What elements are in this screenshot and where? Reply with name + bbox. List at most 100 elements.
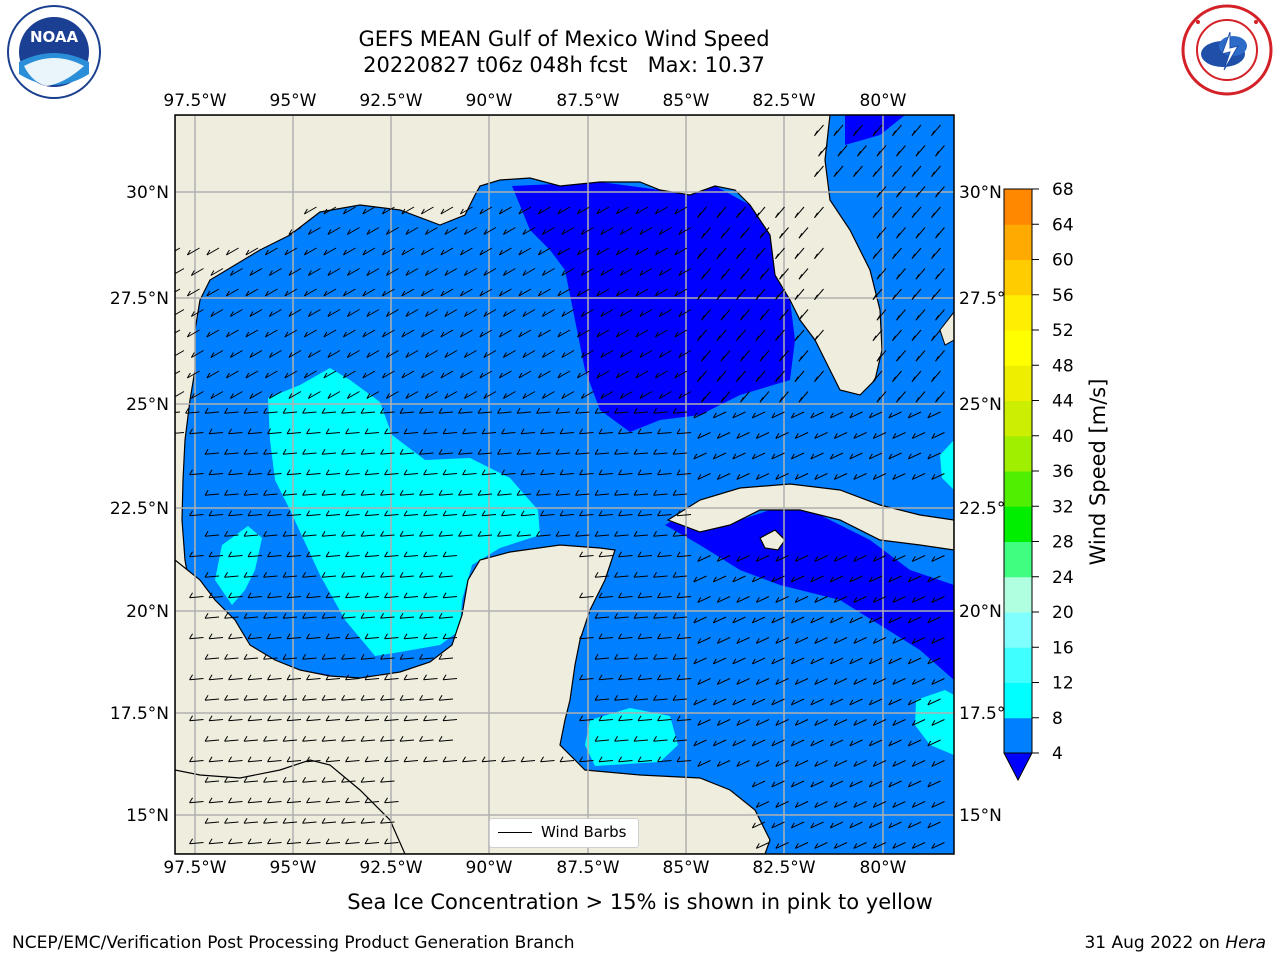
wind-barb-flag [385, 229, 390, 235]
wind-barb-flag [341, 448, 345, 455]
wind-barb [927, 657, 941, 665]
wind-barb-flag [853, 556, 858, 562]
wind-barb-flag [911, 556, 916, 562]
wind-barb-flag [419, 530, 423, 537]
wind-barb-flag [915, 355, 920, 362]
wind-barb-flag [342, 372, 347, 379]
wind-barb [404, 555, 419, 558]
wind-barb [560, 432, 575, 435]
wind-barb-flag [615, 290, 620, 297]
wind-barb-flag [345, 838, 349, 844]
wind-barb [384, 637, 399, 640]
wind-barb-flag [810, 617, 815, 624]
colorbar-tick-label: 56 [1052, 286, 1074, 306]
wind-barb-flag [911, 335, 916, 341]
wind-barb [464, 227, 477, 235]
wind-barb [189, 678, 204, 681]
wind-barb [419, 575, 434, 578]
wind-barb-flag [243, 817, 248, 824]
wind-barb [323, 288, 337, 297]
wind-barb-flag [380, 612, 384, 619]
wind-barb [596, 247, 610, 256]
wind-barb-flag [303, 208, 308, 215]
wind-barb-flag [323, 331, 328, 338]
wind-barb-flag [697, 556, 702, 562]
wind-barb [791, 452, 805, 460]
wind-barb [732, 739, 746, 747]
wind-barb [365, 555, 380, 558]
wind-barb [347, 227, 360, 235]
wind-barb-flag [327, 393, 332, 399]
wind-barb-flag [931, 433, 936, 439]
wind-barb-flag [210, 352, 215, 358]
wind-barb [405, 268, 419, 276]
wind-barb-flag [229, 393, 234, 399]
wind-barb [678, 350, 692, 358]
wind-barb [931, 432, 945, 439]
wind-barb [677, 719, 692, 722]
wind-barb [209, 678, 224, 681]
wind-barb-flag [911, 212, 916, 218]
wind-barb-flag [868, 412, 873, 419]
wind-barb-flag [419, 612, 423, 619]
wind-barb-flag [907, 617, 912, 624]
wind-barb [756, 473, 770, 480]
wind-barb-flag [653, 489, 657, 496]
wind-barb [404, 473, 419, 476]
wind-barb [283, 780, 298, 783]
wind-barb-flag [853, 802, 858, 808]
wind-barb [326, 637, 341, 640]
wind-barb [536, 493, 551, 496]
wind-barb-flag [716, 335, 721, 341]
wind-barb-flag [931, 802, 936, 808]
wind-barb-flag [814, 294, 818, 300]
wind-barb-flag [794, 843, 799, 849]
wind-barb [327, 391, 341, 399]
wind-barb [697, 760, 711, 767]
wind-barb [713, 452, 727, 460]
wind-barb [501, 473, 516, 476]
wind-barb [326, 555, 341, 558]
wind-barb [677, 473, 692, 476]
lon-label: 80°W [860, 91, 907, 111]
wind-barb-flag [286, 633, 291, 639]
wind-barb [421, 370, 434, 379]
wind-barb [557, 206, 571, 215]
wind-barb [244, 739, 259, 742]
wind-barb [361, 780, 376, 783]
wind-barb-flag [775, 638, 780, 644]
wind-barb [386, 268, 399, 276]
wind-barb [226, 288, 239, 297]
lat-label: 15°N [959, 806, 1002, 826]
wind-barb-flag [541, 311, 546, 317]
wind-barb [458, 452, 473, 455]
wind-barb [306, 637, 321, 640]
colorbar-tick-label: 52 [1052, 321, 1074, 341]
wind-barb [419, 739, 434, 742]
wind-barb [635, 370, 649, 379]
wind-barb [302, 493, 317, 496]
wind-barb [345, 555, 360, 558]
wind-barb [405, 309, 419, 317]
wind-barb-flag [438, 407, 443, 414]
wind-barb [522, 350, 536, 358]
wind-barb [674, 288, 688, 297]
wind-barb-flag [403, 756, 408, 762]
colorbar-tick-label: 16 [1052, 638, 1074, 658]
wind-barb [795, 473, 809, 480]
wind-barb [927, 780, 941, 788]
wind-barb [249, 391, 263, 399]
wind-barb [892, 678, 906, 685]
wind-barb [175, 309, 185, 316]
wind-barb [561, 227, 575, 235]
wind-barb [361, 739, 376, 742]
wind-0-4-region-atlantic [845, 115, 905, 145]
wind-barb-flag [284, 290, 289, 297]
wind-barb [382, 329, 395, 338]
wind-barb [517, 411, 532, 414]
wind-barb [382, 370, 395, 379]
wind-barb-flag [876, 232, 881, 239]
wind-barb-flag [342, 290, 347, 297]
wind-barb-flag [654, 208, 659, 215]
wind-barb-flag [771, 453, 776, 460]
